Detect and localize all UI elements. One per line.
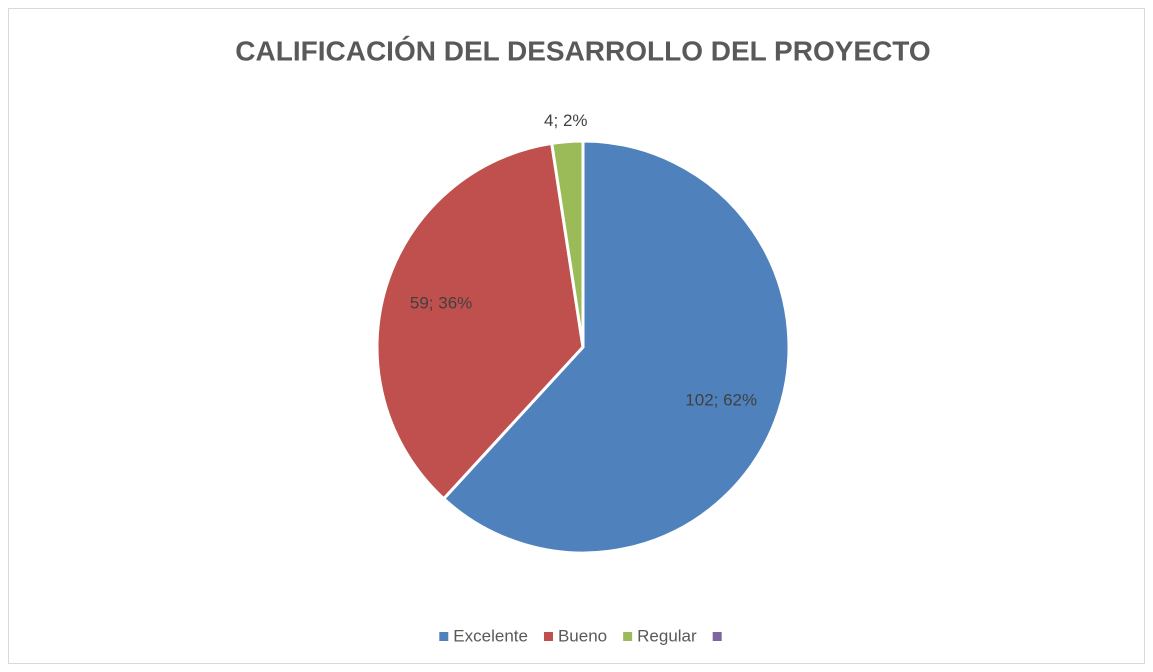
legend-swatch bbox=[439, 632, 449, 641]
legend-swatch bbox=[712, 632, 722, 641]
pie-slice bbox=[441, 139, 791, 555]
legend-label: Regular bbox=[637, 626, 697, 645]
pie-slice bbox=[375, 141, 585, 501]
pie-slice bbox=[550, 139, 585, 348]
data-label: 59; 36% bbox=[410, 293, 472, 312]
legend-label: Bueno bbox=[558, 626, 607, 645]
data-label: 4; 2% bbox=[544, 111, 587, 130]
legend-swatch bbox=[623, 632, 633, 641]
data-label: 102; 62% bbox=[685, 390, 757, 409]
legend-label: Excelente bbox=[453, 626, 528, 645]
legend-swatch bbox=[543, 632, 553, 641]
chart-title: CALIFICACIÓN DEL DESARROLLO DEL PROYECTO bbox=[235, 35, 930, 66]
